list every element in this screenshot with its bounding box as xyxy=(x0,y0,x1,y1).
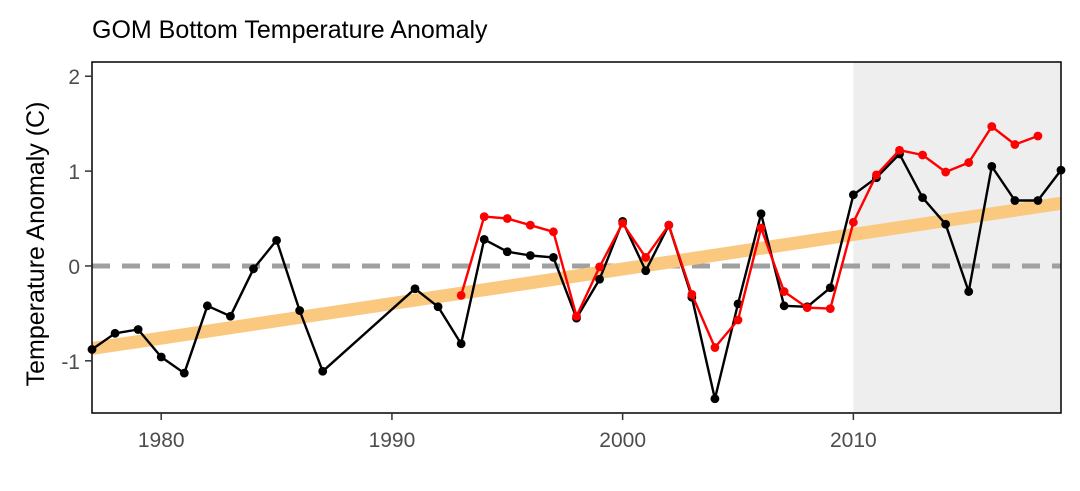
series-1-point xyxy=(456,290,466,300)
series-0-point xyxy=(756,209,766,219)
series-0-point xyxy=(179,368,189,378)
series-0-point xyxy=(710,394,720,404)
series-0-point xyxy=(733,299,743,309)
series-0-point xyxy=(918,193,927,203)
series-1-point xyxy=(479,212,489,222)
x-tick-label: 1980 xyxy=(138,429,185,452)
series-1-point xyxy=(872,170,881,180)
series-0-point xyxy=(110,328,120,338)
series-1-point xyxy=(1010,140,1020,149)
series-1-point xyxy=(918,150,927,160)
series-0-point xyxy=(249,264,258,274)
y-tick-label: 2 xyxy=(68,66,80,89)
series-1-point xyxy=(825,304,835,314)
series-1-point xyxy=(595,262,604,272)
plot-border xyxy=(91,61,1062,414)
series-1-point xyxy=(641,253,651,262)
x-tick-label: 2000 xyxy=(599,429,646,452)
series-0-point xyxy=(779,301,789,311)
trend-line xyxy=(91,196,1062,355)
series-1-line xyxy=(459,125,1039,349)
chart-title: GOM Bottom Temperature Anomaly xyxy=(92,16,488,44)
series-1-point xyxy=(710,343,720,352)
series-1-point xyxy=(941,167,951,177)
series-1-point xyxy=(572,311,581,321)
series-0-point xyxy=(295,306,305,315)
series-0-point xyxy=(133,325,143,334)
series-1-point xyxy=(502,214,512,223)
series-0-line xyxy=(91,152,1062,400)
series-0-point xyxy=(433,302,443,312)
series-0-point xyxy=(502,247,512,257)
series-1-point xyxy=(733,315,743,325)
series-0-point xyxy=(549,253,558,262)
series-0-point xyxy=(318,366,328,376)
series-0-point xyxy=(941,219,951,229)
series-0-point xyxy=(595,274,604,284)
series-1-point xyxy=(987,122,997,131)
series-0-point xyxy=(987,161,997,171)
y-axis-label: Temperature Anomaly (C) xyxy=(22,102,50,387)
series-1-point xyxy=(802,303,812,313)
series-0-point xyxy=(848,190,858,200)
series-1-point xyxy=(664,220,674,230)
series-0-point xyxy=(479,234,489,244)
series-1-point xyxy=(848,217,858,227)
series-0-point xyxy=(641,266,651,276)
y-tick-label: 0 xyxy=(68,256,80,279)
y-tick-label: -1 xyxy=(61,351,80,374)
plot-area: -1 0 1 2 1980 1990 2000 2010 xyxy=(61,61,1066,452)
series-0-point xyxy=(156,352,166,362)
series-1-point xyxy=(1033,131,1043,141)
series-1-point xyxy=(895,145,904,155)
series-0-point xyxy=(1010,196,1020,205)
series-1-point xyxy=(525,220,535,230)
series-0-point xyxy=(825,283,835,293)
series-1-point xyxy=(549,227,558,237)
series-1-point xyxy=(687,290,697,299)
series-0-point xyxy=(1033,196,1043,205)
series-0-point xyxy=(964,287,974,296)
x-tick-label: 2010 xyxy=(830,429,877,452)
series-0-point xyxy=(456,339,466,349)
series-1-point xyxy=(618,218,628,228)
series-1-point xyxy=(964,158,974,167)
series-0-point xyxy=(226,311,235,321)
series-0-point xyxy=(202,301,212,311)
series-0-point xyxy=(272,235,281,245)
series-1-point xyxy=(779,287,789,296)
shaded-region xyxy=(853,62,1061,413)
series-1-point xyxy=(756,223,766,233)
series-0-point xyxy=(525,251,535,260)
x-tick-label: 1990 xyxy=(369,429,416,452)
y-tick-label: 1 xyxy=(68,161,80,184)
series-0-point xyxy=(410,284,420,294)
